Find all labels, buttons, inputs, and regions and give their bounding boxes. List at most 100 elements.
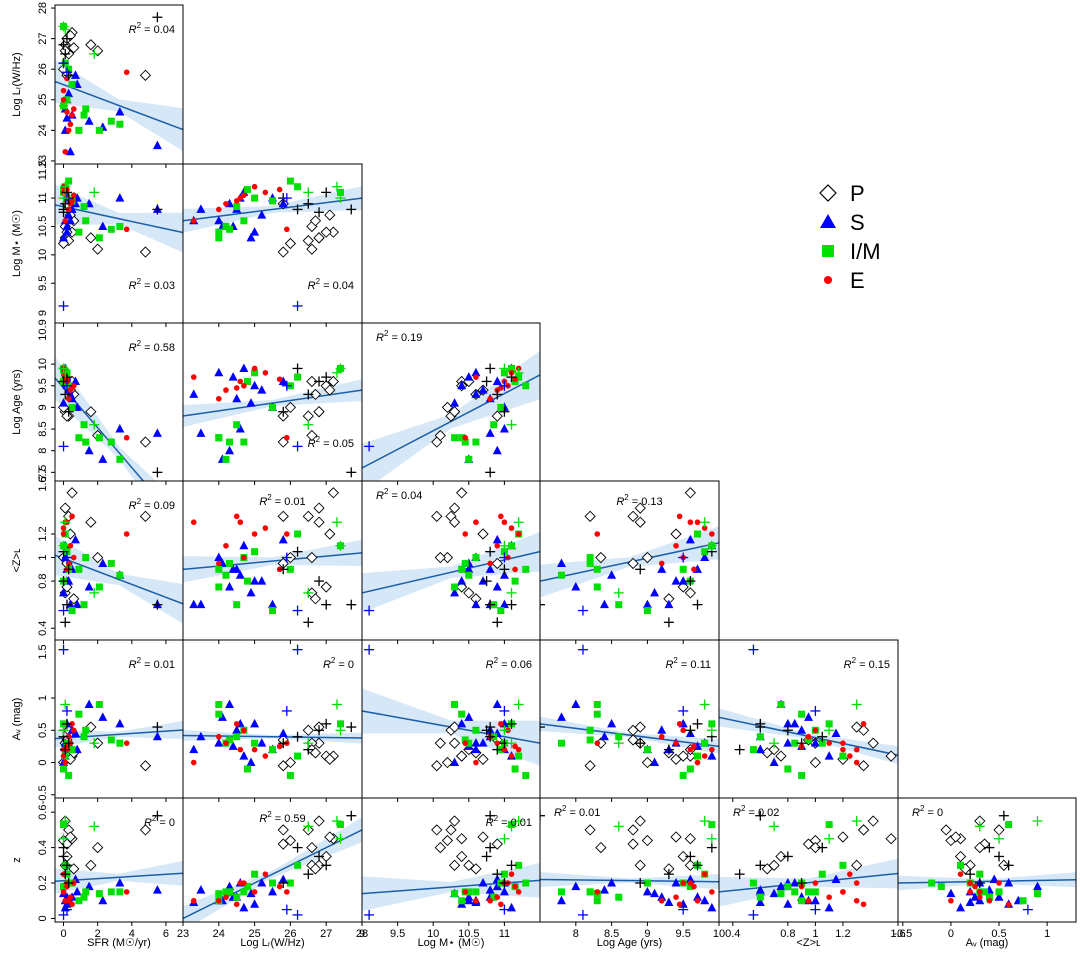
data-point-plus — [292, 605, 303, 616]
data-point-plus — [481, 376, 492, 387]
data-point-p — [92, 243, 104, 255]
y-tick-label: 10 — [37, 249, 49, 261]
data-point-e — [498, 385, 504, 391]
data-point-plus — [321, 718, 332, 729]
data-point-plus — [303, 738, 314, 749]
data-point-im — [68, 607, 76, 615]
data-point-e — [976, 889, 983, 895]
data-point-e — [223, 200, 229, 207]
data-point-e — [70, 880, 77, 886]
data-point-im — [80, 601, 88, 609]
data-point-e — [70, 554, 77, 561]
data-point-p — [641, 551, 654, 564]
r2-label: R2 = 0 — [323, 656, 354, 671]
data-point-im — [337, 720, 345, 728]
panel-mstar-vs-z: R2 = 0.01 9 9.5 10 10.5 11 — [359, 797, 541, 940]
data-point-im — [294, 183, 302, 191]
data-point-e — [70, 106, 77, 112]
data-point-s — [64, 88, 74, 98]
regression-line — [719, 872, 898, 893]
data-point-im — [226, 559, 234, 567]
r2-label: R2 = 0.11 — [665, 656, 711, 671]
data-point-e — [658, 560, 665, 567]
data-point-e — [676, 721, 683, 727]
r2-label: R2 = 0.03 — [129, 277, 175, 292]
data-point-p — [456, 487, 468, 499]
data-point-im — [497, 403, 505, 411]
data-point-p — [448, 721, 461, 733]
data-point-plus — [974, 878, 985, 889]
data-point-s — [228, 741, 238, 750]
data-point-e — [853, 746, 860, 753]
data-point-e — [948, 897, 954, 904]
data-point-e — [494, 542, 501, 549]
data-point-plus — [58, 644, 69, 655]
data-point-p — [309, 863, 322, 875]
data-point-plus — [499, 725, 510, 736]
data-point-p — [306, 841, 318, 854]
data-point-p — [309, 215, 322, 227]
data-point-im — [251, 369, 259, 377]
data-point-im — [82, 888, 90, 896]
data-point-im — [798, 897, 806, 905]
data-point-s — [257, 738, 267, 747]
data-point-im — [522, 382, 530, 390]
data-point-im — [65, 771, 73, 779]
data-point-s — [98, 712, 108, 721]
data-point-e — [190, 897, 197, 904]
data-point-e — [508, 525, 515, 531]
data-point-im — [107, 559, 115, 567]
data-point-plus — [635, 878, 646, 889]
r2-label: R2 = 0.01 — [486, 814, 532, 829]
data-point-p — [85, 859, 97, 871]
r2-label: R2 = 0.05 — [308, 435, 354, 450]
data-point-plus — [663, 617, 674, 628]
data-point-s — [478, 878, 488, 887]
data-point-im — [593, 897, 601, 905]
r2-label: R2 = 0.09 — [129, 497, 175, 512]
data-point-p — [277, 824, 289, 836]
data-point-im — [458, 565, 466, 573]
data-point-plus — [60, 617, 71, 628]
y-tick-label: 11.5 — [37, 160, 49, 181]
data-point-e — [237, 519, 244, 526]
data-point-s — [685, 534, 695, 544]
data-point-p — [320, 226, 332, 238]
data-point-e — [237, 378, 244, 385]
data-point-p — [584, 510, 596, 522]
data-point-p — [491, 410, 503, 422]
x-axis-label: Aᵥ (mag) — [966, 937, 1009, 949]
data-point-e — [241, 554, 247, 561]
data-point-s — [1033, 881, 1043, 891]
data-point-s — [457, 380, 467, 390]
data-point-im — [80, 203, 88, 211]
data-point-p — [313, 502, 325, 514]
data-point-s — [571, 881, 581, 891]
data-point-plus — [499, 552, 510, 563]
data-point-p — [463, 587, 475, 599]
data-point-p — [302, 510, 314, 522]
data-point-e — [676, 901, 683, 908]
data-point-s — [769, 757, 779, 767]
data-point-plus — [577, 605, 588, 616]
r2-label: R2 = 0 — [144, 814, 175, 829]
data-point-plus — [796, 738, 807, 749]
y-tick-label: 9.5 — [37, 378, 49, 393]
data-point-im — [593, 710, 601, 718]
data-point-im — [784, 765, 792, 773]
data-point-s — [471, 738, 481, 747]
data-point-s — [492, 881, 502, 891]
y-tick-label: 9 — [37, 310, 49, 316]
data-point-im — [82, 438, 90, 446]
data-point-plus — [292, 204, 303, 215]
data-point-p — [627, 824, 639, 836]
data-point-s — [994, 892, 1004, 901]
data-point-s — [225, 699, 235, 708]
x-axis-label: Log M⋆ (M☉) — [418, 937, 485, 949]
data-point-plus — [635, 564, 646, 575]
data-point-im — [458, 434, 466, 442]
data-point-s — [65, 215, 75, 225]
data-point-plus — [152, 12, 163, 23]
data-point-im — [643, 879, 651, 887]
data-point-plus — [824, 833, 835, 844]
